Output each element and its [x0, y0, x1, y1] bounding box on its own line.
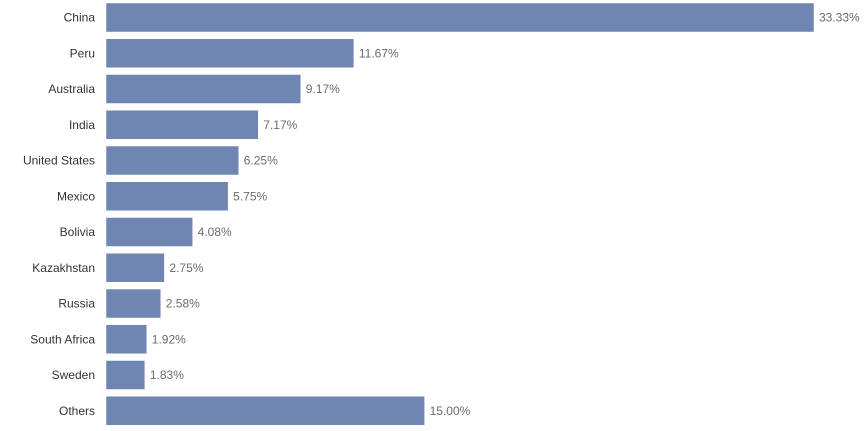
bar-south-africa — [105, 324, 148, 354]
category-labels-group: China Peru Australia India United States Mexi… — [23, 11, 95, 418]
category-label-mexico: Mexico — [57, 189, 95, 203]
category-label-others: Others — [59, 404, 95, 418]
bar-mexico — [105, 181, 229, 211]
value-label-india: 7.17% — [263, 118, 297, 132]
bar-kazakhstan — [105, 253, 165, 283]
bar-india — [105, 110, 259, 140]
category-label-kazakhstan: Kazakhstan — [32, 261, 95, 275]
value-labels-group: 33.33% 11.67% 9.17% 7.17% 6.25% 5.75% 4.08% 2.7… — [150, 11, 860, 418]
bars-group — [105, 2, 815, 426]
category-label-bolivia: Bolivia — [60, 225, 96, 239]
value-label-others: 15.00% — [430, 404, 471, 418]
category-label-india: India — [69, 118, 95, 132]
value-label-bolivia: 4.08% — [198, 225, 232, 239]
category-label-south-africa: South Africa — [30, 332, 95, 346]
value-label-peru: 11.67% — [359, 46, 399, 60]
category-label-united-states: United States — [23, 154, 95, 168]
category-label-australia: Australia — [48, 82, 95, 96]
bar-bolivia — [105, 217, 193, 247]
bar-australia — [105, 74, 302, 104]
value-label-russia: 2.58% — [166, 297, 200, 311]
value-label-united-states: 6.25% — [244, 154, 278, 168]
bar-others — [105, 396, 425, 426]
bar-russia — [105, 288, 162, 319]
category-label-russia: Russia — [58, 297, 95, 311]
category-label-sweden: Sweden — [52, 368, 95, 382]
bar-sweden — [105, 360, 146, 390]
bar-peru — [105, 38, 355, 68]
bar-china — [105, 2, 815, 33]
bar-united-states — [105, 145, 240, 176]
category-label-peru: Peru — [70, 46, 95, 60]
value-label-mexico: 5.75% — [233, 189, 267, 203]
category-label-china: China — [64, 11, 96, 25]
value-label-china: 33.33% — [819, 11, 860, 25]
value-label-sweden: 1.83% — [150, 368, 184, 382]
value-label-south-africa: 1.92% — [152, 332, 186, 346]
value-label-kazakhstan: 2.75% — [169, 261, 203, 275]
value-label-australia: 9.17% — [306, 82, 340, 96]
